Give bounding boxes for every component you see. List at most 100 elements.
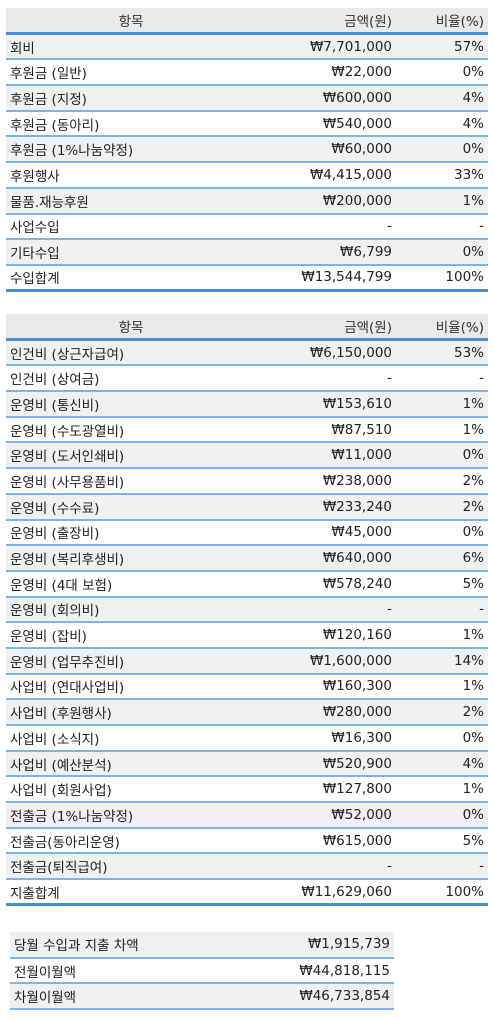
expense-cell-ratio: - (396, 596, 488, 623)
expense-cell-ratio: 14% (396, 647, 488, 674)
expense-cell-ratio: 5% (396, 570, 488, 597)
expense-cell-item: 운영비 (회의비) (6, 596, 256, 623)
expense-cell-item: 사업비 (소식지) (6, 725, 256, 751)
income-cell-ratio: 33% (396, 162, 488, 188)
expense-cell-ratio: 0% (396, 802, 488, 828)
expense-row: 운영비 (복리후생비) ₩640,000 6% (6, 545, 488, 571)
income-cell-amount: ₩540,000 (256, 110, 396, 137)
expense-row: 운영비 (통신비) ₩153,610 1% (6, 391, 488, 417)
expense-table: 항목 금액(원) 비율(%) 인건비 (상근자급여) ₩6,150,000 53% 인… (6, 314, 488, 906)
summary-cell-label: 전월이월액 (10, 957, 240, 984)
income-cell-amount: ₩22,000 (256, 59, 396, 86)
expense-cell-amount: ₩11,000 (256, 442, 396, 469)
expense-cell-amount: ₩238,000 (256, 468, 396, 494)
expense-cell-item: 운영비 (잡비) (6, 622, 256, 648)
expense-cell-ratio: 5% (396, 827, 488, 854)
expense-cell-ratio: 100% (396, 879, 488, 905)
income-cell-item: 회비 (6, 33, 256, 60)
expense-cell-item: 운영비 (통신비) (6, 391, 256, 417)
summary-row: 차월이월액 ₩46,733,854 (10, 983, 394, 1010)
income-cell-item: 후원금 (지정) (6, 85, 256, 111)
income-cell-ratio: 0% (396, 239, 488, 265)
expense-row: 운영비 (수수료) ₩233,240 2% (6, 493, 488, 520)
expense-cell-ratio: 2% (396, 468, 488, 494)
expense-cell-item: 전출금 (1%나눔약정) (6, 802, 256, 828)
income-cell-ratio: 0% (396, 136, 488, 163)
income-row: 사업수입 - - (6, 213, 488, 240)
summary-row: 전월이월액 ₩44,818,115 (10, 957, 394, 984)
expense-cell-item: 운영비 (복리후생비) (6, 545, 256, 571)
expense-cell-item: 인건비 (상근자급여) (6, 339, 256, 366)
expense-cell-ratio: 53% (396, 339, 488, 366)
income-row: 후원행사 ₩4,415,000 33% (6, 162, 488, 188)
expense-row: 인건비 (상근자급여) ₩6,150,000 53% (6, 339, 488, 366)
income-row: 후원금 (1%나눔약정) ₩60,000 0% (6, 136, 488, 163)
income-cell-ratio: 0% (396, 59, 488, 86)
expense-cell-ratio: 1% (396, 673, 488, 700)
expense-cell-amount: ₩280,000 (256, 699, 396, 725)
summary-row: 당월 수입과 지출 차액 ₩1,915,739 (10, 932, 394, 958)
income-cell-item: 수입합계 (6, 264, 256, 291)
expense-cell-item: 사업비 (연대사업비) (6, 673, 256, 700)
expense-cell-amount: ₩120,160 (256, 622, 396, 648)
summary-cell-label: 차월이월액 (10, 983, 240, 1010)
expense-cell-amount: ₩1,600,000 (256, 647, 396, 674)
expense-row: 사업비 (연대사업비) ₩160,300 1% (6, 673, 488, 700)
expense-row: 인건비 (상여금) - - (6, 365, 488, 392)
income-cell-ratio: 57% (396, 33, 488, 60)
expense-cell-amount: ₩127,800 (256, 776, 396, 803)
income-row: 회비 ₩7,701,000 57% (6, 33, 488, 60)
expense-row: 운영비 (잡비) ₩120,160 1% (6, 622, 488, 648)
expense-cell-ratio: - (396, 853, 488, 880)
expense-row: 전출금 (1%나눔약정) ₩52,000 0% (6, 802, 488, 828)
income-cell-item: 후원금 (1%나눔약정) (6, 136, 256, 163)
expense-cell-item: 운영비 (수도광열비) (6, 416, 256, 443)
income-cell-amount: - (256, 213, 396, 240)
expense-row: 운영비 (4대 보험) ₩578,240 5% (6, 570, 488, 597)
expense-body: 인건비 (상근자급여) ₩6,150,000 53% 인건비 (상여금) - - 운영비 (… (6, 339, 488, 905)
expense-cell-amount: ₩233,240 (256, 493, 396, 520)
expense-row: 운영비 (업무추진비) ₩1,600,000 14% (6, 647, 488, 674)
expense-row: 운영비 (사무용품비) ₩238,000 2% (6, 468, 488, 494)
expense-cell-amount: ₩160,300 (256, 673, 396, 700)
expense-cell-item: 운영비 (사무용품비) (6, 468, 256, 494)
expense-cell-item: 사업비 (예산분석) (6, 750, 256, 777)
summary-body: 당월 수입과 지출 차액 ₩1,915,739 전월이월액 ₩44,818,115 차월… (10, 932, 394, 1010)
income-row: 수입합계 ₩13,544,799 100% (6, 264, 488, 291)
expense-row: 지출합계 ₩11,629,060 100% (6, 879, 488, 905)
expense-cell-amount: ₩153,610 (256, 391, 396, 417)
income-cell-amount: ₩200,000 (256, 187, 396, 214)
expense-cell-ratio: 0% (396, 519, 488, 546)
income-cell-item: 후원금 (동아리) (6, 110, 256, 137)
expense-row: 운영비 (수도광열비) ₩87,510 1% (6, 416, 488, 443)
income-cell-amount: ₩600,000 (256, 85, 396, 111)
expense-cell-ratio: 6% (396, 545, 488, 571)
expense-cell-item: 전출금(동아리운영) (6, 827, 256, 854)
expense-cell-amount: ₩640,000 (256, 545, 396, 571)
expense-cell-item: 사업비 (회원사업) (6, 776, 256, 803)
expense-header-item: 항목 (6, 314, 256, 340)
expense-cell-item: 운영비 (4대 보험) (6, 570, 256, 597)
balance-summary-table: 당월 수입과 지출 차액 ₩1,915,739 전월이월액 ₩44,818,115 차월… (10, 932, 394, 1010)
income-row: 기타수입 ₩6,799 0% (6, 239, 488, 265)
expense-cell-amount: ₩45,000 (256, 519, 396, 546)
expense-cell-amount: ₩6,150,000 (256, 339, 396, 366)
income-cell-amount: ₩4,415,000 (256, 162, 396, 188)
expense-cell-ratio: 1% (396, 776, 488, 803)
summary-cell-amount: ₩1,915,739 (240, 932, 394, 958)
expense-cell-amount: ₩11,629,060 (256, 879, 396, 905)
expense-cell-ratio: 0% (396, 725, 488, 751)
expense-row: 사업비 (회원사업) ₩127,800 1% (6, 776, 488, 803)
expense-cell-amount: - (256, 365, 396, 392)
income-cell-ratio: - (396, 213, 488, 240)
expense-cell-ratio: - (396, 365, 488, 392)
income-cell-item: 기타수입 (6, 239, 256, 265)
expense-cell-amount: ₩52,000 (256, 802, 396, 828)
expense-cell-amount: ₩16,300 (256, 725, 396, 751)
income-cell-ratio: 1% (396, 187, 488, 214)
expense-row: 운영비 (회의비) - - (6, 596, 488, 623)
summary-cell-amount: ₩44,818,115 (240, 957, 394, 984)
income-cell-item: 사업수입 (6, 213, 256, 240)
expense-header-row: 항목 금액(원) 비율(%) (6, 314, 488, 340)
expense-row: 사업비 (후원행사) ₩280,000 2% (6, 699, 488, 725)
